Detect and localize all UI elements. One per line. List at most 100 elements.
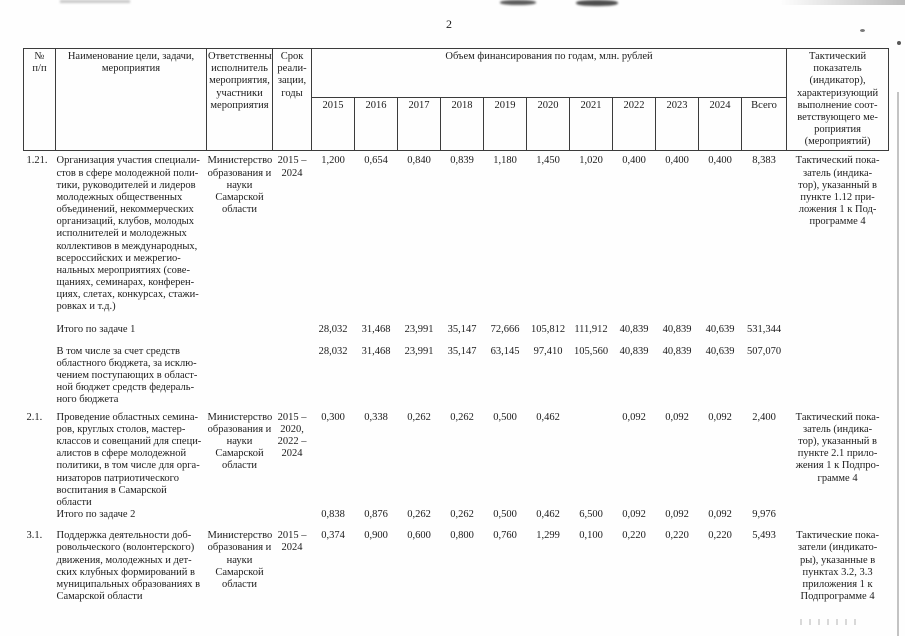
value-cell: 0,092 <box>708 411 732 423</box>
header-cell-term: Срок реали- зации, годы <box>272 47 312 152</box>
header-year-total: Всего <box>740 97 788 152</box>
value-cell: 0,876 <box>364 509 388 521</box>
value-cell: 0,092 <box>665 411 689 423</box>
value-cell: 1,299 <box>536 530 560 542</box>
page-number: 2 <box>446 17 452 31</box>
value-cell: 0,500 <box>493 411 517 423</box>
scan-smudge <box>780 0 905 5</box>
value-cell: 0,900 <box>364 530 388 542</box>
value-cell: 8,383 <box>752 155 776 167</box>
header-year-2018: 2018 <box>440 97 484 152</box>
header-year-2019: 2019 <box>483 97 527 152</box>
row-number: 1.21. <box>26 155 48 167</box>
value-cell: 31,468 <box>361 345 391 357</box>
scan-speck <box>897 41 901 45</box>
table-row-total-task1: Итого по задаче 1 28,032 31,468 23,991 3… <box>24 314 889 336</box>
value-cell: 0,462 <box>536 509 560 521</box>
header-cell-finance: Объем финансирования по годам, млн. рубл… <box>310 47 788 99</box>
executor: Министерство образования и науки Самарск… <box>207 155 273 216</box>
header-cell-name: Наименование цели, задачи, мероприятия <box>55 47 207 152</box>
value-cell: 40,639 <box>705 323 735 335</box>
value-cell: 0,092 <box>622 411 646 423</box>
value-cell: 97,410 <box>533 345 563 357</box>
subtotal-label: В том числе за счет средств областного б… <box>56 345 198 406</box>
value-cell: 105,560 <box>573 345 609 357</box>
value-cell: 0,760 <box>493 530 517 542</box>
value-cell: 0,092 <box>708 509 732 521</box>
indicator: Тактический пока- затель (индика- тор), … <box>795 411 880 484</box>
header-cell-num: № п/п <box>23 47 56 152</box>
value-cell: 0,600 <box>407 530 431 542</box>
value-cell: 1,450 <box>536 155 560 167</box>
value-cell: 72,666 <box>490 323 520 335</box>
header-year-2022: 2022 <box>612 97 656 152</box>
activity-name: Поддержка деятельности доб- ровольческог… <box>56 530 201 603</box>
table-row-1-21: 1.21. Организация участия специали- стов… <box>24 151 889 314</box>
value-cell: 0,262 <box>407 411 431 423</box>
header-year-2021: 2021 <box>569 97 613 152</box>
value-cell: 40,839 <box>619 323 649 335</box>
value-cell: 0,374 <box>321 530 345 542</box>
table-row-regional-budget: В том числе за счет средств областного б… <box>24 336 889 407</box>
value-cell: 111,912 <box>574 323 608 335</box>
value-cell: 1,180 <box>493 155 517 167</box>
value-cell: 0,338 <box>364 411 388 423</box>
value-cell: 507,070 <box>746 345 782 357</box>
table-row-total-task2: Итого по задаче 2 0,838 0,876 0,262 0,26… <box>24 509 889 521</box>
activity-name: Организация участия специали- стов в сфе… <box>56 155 200 313</box>
header-cell-indicator: Тактический показатель (индикатор), хара… <box>786 47 890 152</box>
value-cell: 40,639 <box>705 345 735 357</box>
value-cell: 531,344 <box>746 323 782 335</box>
financing-table: № п/п Наименование цели, задачи, меропри… <box>23 47 890 603</box>
term: 2015 – 2024 <box>277 155 307 179</box>
scan-smudge <box>500 0 536 5</box>
value-cell: 0,220 <box>665 530 689 542</box>
header-year-2024: 2024 <box>698 97 742 152</box>
value-cell: 0,400 <box>665 155 689 167</box>
value-cell: 0,092 <box>665 509 689 521</box>
header-year-2023: 2023 <box>655 97 699 152</box>
total-label: Итого по задаче 2 <box>56 509 136 521</box>
value-cell: 1,200 <box>321 155 345 167</box>
value-cell: 35,147 <box>447 345 477 357</box>
table-row-3-1: 3.1. Поддержка деятельности доб- ровольч… <box>24 521 889 603</box>
value-cell: 28,032 <box>318 323 348 335</box>
scan-speck <box>800 619 856 625</box>
value-cell: 40,839 <box>662 323 692 335</box>
row-number: 3.1. <box>26 530 43 542</box>
value-cell: 0,800 <box>450 530 474 542</box>
table-header: № п/п Наименование цели, задачи, меропри… <box>23 47 890 152</box>
scan-speck <box>860 29 865 32</box>
value-cell: 1,020 <box>579 155 603 167</box>
value-cell: 0,220 <box>622 530 646 542</box>
value-cell: 31,468 <box>361 323 391 335</box>
indicator: Тактический пока- затель (индика- тор), … <box>795 155 880 228</box>
activity-name: Проведение областных семина- ров, круглы… <box>56 411 202 508</box>
value-cell: 63,145 <box>490 345 520 357</box>
row-number: 2.1. <box>26 411 43 423</box>
value-cell: 0,400 <box>622 155 646 167</box>
value-cell: 0,220 <box>708 530 732 542</box>
value-cell: 0,839 <box>450 155 474 167</box>
value-cell: 0,262 <box>450 509 474 521</box>
header-year-2015: 2015 <box>311 97 355 152</box>
indicator: Тактические пока- затели (индикато- ры),… <box>796 530 879 603</box>
value-cell: 5,493 <box>752 530 776 542</box>
value-cell: 6,500 <box>579 509 603 521</box>
term: 2015 – 2024 <box>277 530 307 554</box>
value-cell: 35,147 <box>447 323 477 335</box>
value-cell: 0,100 <box>579 530 603 542</box>
value-cell: 0,300 <box>321 411 345 423</box>
scan-smudge <box>576 0 618 6</box>
value-cell: 0,262 <box>450 411 474 423</box>
executor: Министерство образования и науки Самарск… <box>207 530 273 590</box>
value-cell: 0,092 <box>622 509 646 521</box>
value-cell: 40,839 <box>619 345 649 357</box>
header-year-2016: 2016 <box>354 97 398 152</box>
total-label: Итого по задаче 1 <box>56 323 136 335</box>
value-cell: 23,991 <box>404 323 434 335</box>
value-cell: 23,991 <box>404 345 434 357</box>
value-cell: 0,654 <box>364 155 388 167</box>
value-cell: 105,812 <box>530 323 566 335</box>
